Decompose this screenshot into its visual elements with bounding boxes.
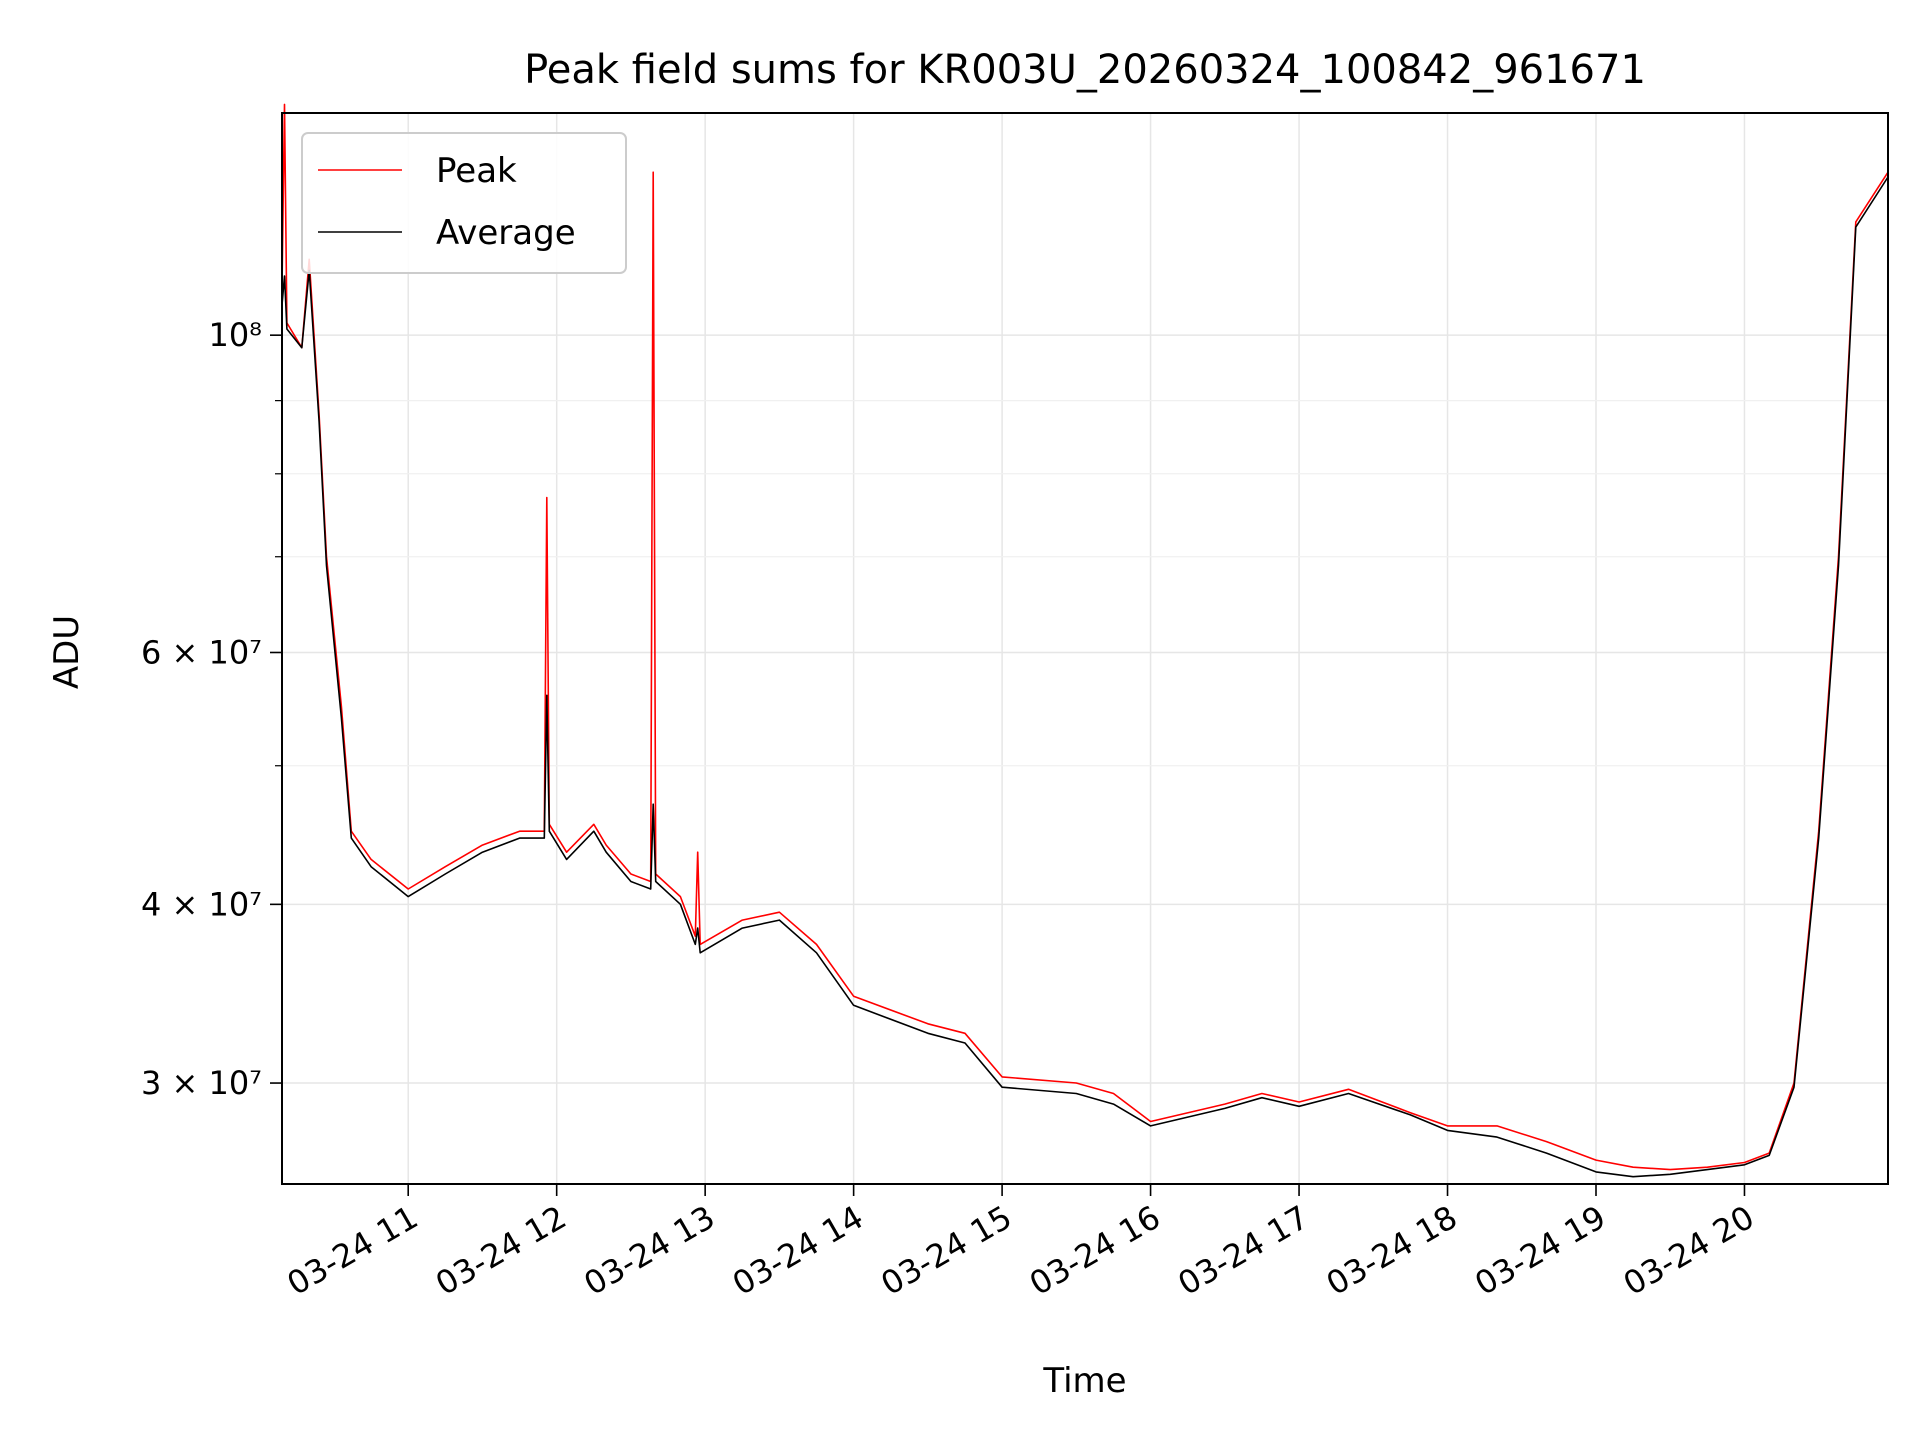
- chart-title: Peak field sums for KR003U_20260324_1008…: [524, 47, 1646, 93]
- y-tick-label: 3 × 10⁷: [141, 1064, 262, 1102]
- y-axis-label: ADU: [47, 615, 87, 689]
- series-line-peak: [281, 103, 1889, 1171]
- plot-frame: [281, 112, 1889, 1185]
- y-tick-label: 4 × 10⁷: [141, 885, 262, 923]
- legend-label-average: Average: [436, 213, 576, 253]
- grid: [282, 113, 1888, 1184]
- legend-label-peak: Peak: [436, 151, 517, 191]
- y-tick-label: 6 × 10⁷: [141, 633, 262, 671]
- y-axis: 3 × 10⁷ 4 × 10⁷ 6 × 10⁷ 10⁸: [141, 316, 282, 1102]
- plot-area: [281, 103, 1889, 1178]
- legend-box: [301, 132, 627, 274]
- series-line-average: [281, 176, 1889, 1178]
- legend: Peak Average: [301, 132, 627, 274]
- x-axis-label: Time: [1042, 1361, 1126, 1401]
- y-tick-label: 10⁸: [208, 316, 262, 354]
